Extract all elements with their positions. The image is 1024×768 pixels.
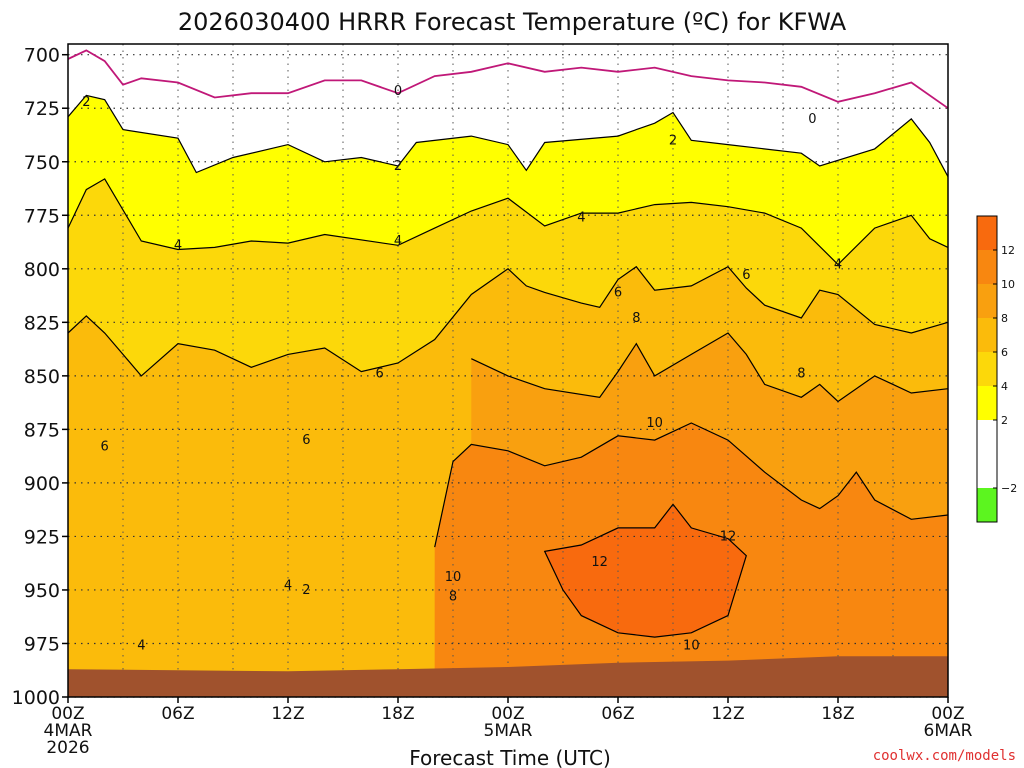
- colorbar-legend: −2 2 4 6 8 10 12: [976, 215, 1017, 523]
- x-tick-label: 06Z: [601, 704, 634, 724]
- colorbar-label: 10: [1001, 278, 1015, 291]
- contour-label: 6: [742, 268, 750, 283]
- colorbar-swatch: [977, 488, 997, 522]
- y-tick-label: 950: [24, 580, 60, 602]
- band-fill-12c: [544, 504, 747, 638]
- contour-label: 12: [591, 555, 608, 570]
- contour-label: 2: [394, 159, 402, 174]
- y-tick-label: 750: [24, 152, 60, 174]
- y-tick-label: 775: [24, 205, 60, 227]
- isotherm-10c: [434, 422, 949, 548]
- y-tick-label: 800: [24, 259, 60, 281]
- contour-label: 6: [302, 433, 310, 448]
- contour-label: 4: [834, 258, 842, 273]
- isotherm-0c-freezing-line: [67, 49, 949, 109]
- colorbar-swatch: [977, 420, 997, 488]
- y-tick-label: 850: [24, 366, 60, 388]
- x-tick-date-label: 5MAR: [484, 721, 533, 741]
- contour-label: 6: [101, 440, 109, 455]
- colorbar-swatch: [977, 250, 997, 284]
- contour-label: 4: [174, 238, 182, 253]
- x-tick-label: 00Z: [491, 704, 524, 724]
- contour-label: 4: [577, 210, 585, 225]
- colorbar-label: 2: [1001, 414, 1008, 427]
- contour-label: 8: [797, 367, 805, 382]
- y-tick-label: 700: [24, 45, 60, 67]
- contour-label: 4: [394, 234, 402, 249]
- y-tick-label: 900: [24, 473, 60, 495]
- contour-label: 2: [669, 133, 677, 148]
- y-tick-label: 1000: [12, 687, 60, 709]
- contour-label: 2: [82, 95, 90, 110]
- colorbar-label: 6: [1001, 346, 1008, 359]
- contour-label: 8: [449, 589, 457, 604]
- x-tick-label: 18Z: [381, 704, 414, 724]
- contour-label: 4: [284, 579, 292, 594]
- colorbar-swatch: [977, 284, 997, 318]
- chart-title: 2026030400 HRRR Forecast Temperature (ºC…: [178, 8, 847, 36]
- x-tick-label: 00Z: [51, 704, 84, 724]
- x-tick-date-label: 6MAR: [924, 721, 973, 741]
- isotherm-8c: [471, 332, 949, 403]
- isotherm-6c: [67, 265, 949, 377]
- y-tick-label: 725: [24, 98, 60, 120]
- colorbar-swatch: [977, 386, 997, 420]
- contour-label: 2: [302, 583, 310, 598]
- contour-lines: [67, 49, 949, 638]
- y-tick-label: 825: [24, 312, 60, 334]
- y-axis: 700 725 750 775 800 825 850 875 900 925 950 975 1000: [12, 45, 68, 709]
- credit-link[interactable]: coolwx.com/models: [873, 748, 1016, 764]
- contour-label: 6: [376, 367, 384, 382]
- ground-terrain: [68, 656, 948, 697]
- colorbar-label: 12: [1001, 244, 1015, 257]
- contour-label: 12: [720, 529, 737, 544]
- x-tick-label: 18Z: [821, 704, 854, 724]
- colorbar-frame: [976, 215, 998, 523]
- colorbar-swatch: [977, 352, 997, 386]
- contour-label: 8: [632, 311, 640, 326]
- isotherm-2c: [67, 94, 949, 177]
- x-tick-date-label: 4MAR: [44, 721, 93, 741]
- isotherm-12c: [543, 503, 747, 638]
- contour-label: 10: [445, 570, 462, 585]
- x-tick-date-label: 2026: [46, 738, 89, 758]
- isotherm-4c: [67, 178, 949, 266]
- x-tick-label: 00Z: [931, 704, 964, 724]
- y-tick-label: 925: [24, 526, 60, 548]
- contour-label: 6: [614, 285, 622, 300]
- colorbar-label: −2: [1001, 482, 1017, 495]
- contour-label: 0: [808, 112, 816, 127]
- y-tick-label: 875: [24, 419, 60, 441]
- x-tick-label: 12Z: [271, 704, 304, 724]
- x-axis-label: Forecast Time (UTC): [409, 746, 611, 768]
- colorbar-swatch: [977, 216, 997, 250]
- x-tick-label: 06Z: [161, 704, 194, 724]
- contour-label: 4: [137, 639, 145, 654]
- contour-label: 0: [394, 84, 402, 99]
- y-tick-label: 975: [24, 633, 60, 655]
- x-tick-label: 12Z: [711, 704, 744, 724]
- colorbar-label: 4: [1001, 380, 1008, 393]
- contour-label: 10: [683, 639, 700, 654]
- contour-label: 10: [646, 416, 663, 431]
- colorbar-swatch: [977, 318, 997, 352]
- colorbar-label: 8: [1001, 312, 1008, 325]
